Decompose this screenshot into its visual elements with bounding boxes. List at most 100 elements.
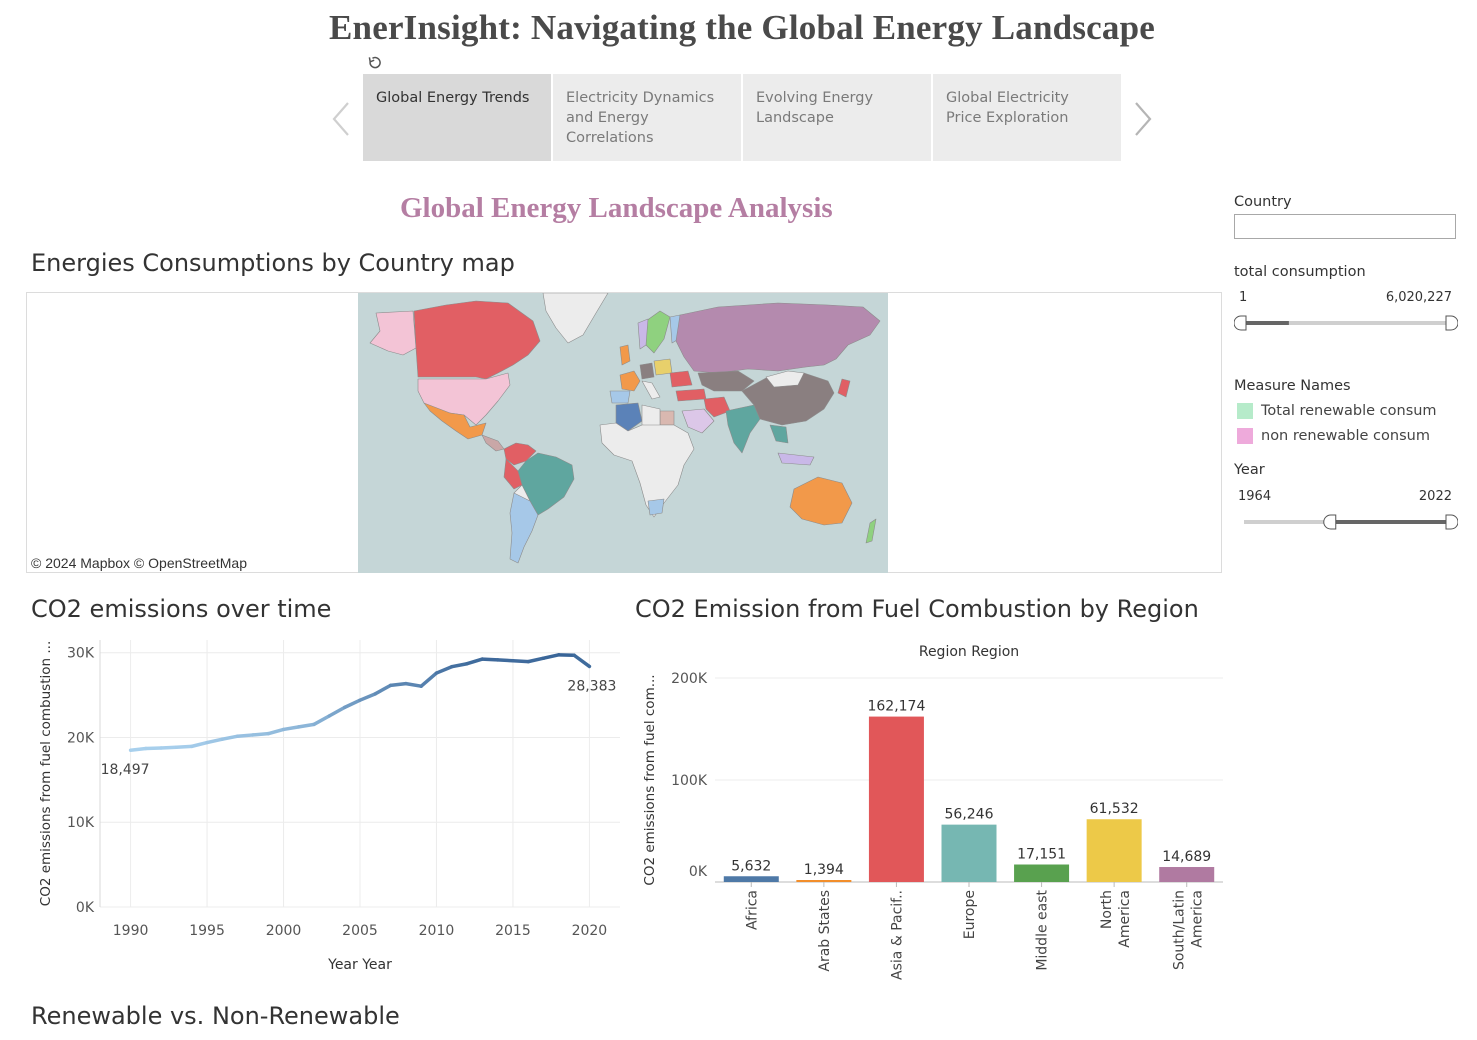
x-axis-title: Year Year [327,957,392,973]
line-segment[interactable] [465,657,485,666]
country-iran[interactable] [703,396,731,418]
line-segment[interactable] [174,744,194,749]
country-eastern-europe[interactable] [669,370,693,388]
country-alaska[interactable] [369,310,417,356]
line-segment[interactable] [190,740,209,749]
country-africa[interactable] [599,422,695,518]
story-tab-electricity-dynamics[interactable]: Electricity Dynamics and Energy Correlat… [553,74,741,161]
slider-handle-low[interactable] [1323,514,1337,530]
x-tick-label: 2005 [342,923,378,939]
line-segment[interactable] [419,671,439,688]
story-tab-evolving-energy[interactable]: Evolving Energy Landscape [743,74,931,161]
line-segment[interactable] [434,664,454,675]
line-segment[interactable] [144,746,163,751]
world-map[interactable] [358,293,888,573]
country-uk[interactable] [619,344,631,366]
country-se-asia[interactable] [769,424,789,444]
country-poland[interactable] [653,358,673,376]
slider-handle-low[interactable] [1234,315,1247,331]
country-france[interactable] [619,370,641,392]
y-tick-label: 0K [689,864,708,880]
bar[interactable] [941,824,997,882]
line-segment[interactable] [342,698,362,710]
x-tick-label: 2015 [495,923,531,939]
country-argentina[interactable] [509,492,539,564]
line-segment[interactable] [541,653,561,660]
line-segment[interactable] [266,727,286,736]
measure-names-label: Measure Names [1234,378,1351,394]
line-segment[interactable] [404,681,423,688]
line-segment[interactable] [327,705,347,718]
bar[interactable] [1086,819,1142,882]
country-filter-input[interactable] [1234,214,1456,239]
chevron-right-icon[interactable] [1130,100,1156,138]
line-segment[interactable] [526,656,546,664]
line-segment[interactable] [281,725,301,732]
line-segment[interactable] [480,657,500,662]
country-new-zealand[interactable] [865,518,877,544]
country-canada[interactable] [413,300,541,380]
bar[interactable] [796,880,852,882]
country-mongolia[interactable] [765,370,805,388]
story-tab-electricity-price[interactable]: Global Electricity Price Exploration [933,74,1121,161]
line-segment[interactable] [495,658,515,663]
co2-region-bar-chart[interactable]: Region Region 0K 100K 200K CO2 emissions fro… [635,632,1235,982]
story-tab-label: Global Electricity Price Exploration [946,90,1069,126]
line-segment[interactable] [220,734,240,741]
country-norway[interactable] [637,318,649,350]
line-segment[interactable] [235,733,255,738]
country-australia[interactable] [789,476,853,526]
data-label-end: 28,383 [567,678,616,694]
x-tick-label: Middle east [1035,889,1051,970]
bar[interactable] [1159,867,1215,882]
legend-swatch-renewable [1237,403,1253,419]
story-tab-global-energy-trends[interactable]: Global Energy Trends [363,74,551,161]
country-central-america[interactable] [481,434,505,452]
slider-handle-high[interactable] [1445,315,1458,331]
country-italy[interactable] [641,380,661,400]
bar[interactable] [723,876,779,882]
country-spain[interactable] [609,390,631,404]
country-japan[interactable] [837,378,851,398]
line-segment[interactable] [312,714,332,727]
line-segment[interactable] [511,659,530,664]
country-algeria[interactable] [615,402,643,432]
consumption-range-slider[interactable] [1234,312,1458,334]
line-segment[interactable] [205,737,225,745]
co2-line-chart[interactable]: 1990 1995 2000 2005 2010 2015 2020 0K 10K 20K 30K Y… [30,632,625,977]
revert-icon[interactable] [366,54,384,72]
bar[interactable] [868,716,924,882]
country-germany[interactable] [639,362,655,380]
country-greenland[interactable] [542,293,609,344]
bar-value-label: 162,174 [867,699,925,715]
country-russia[interactable] [675,302,881,374]
legend-label-non-renewable[interactable]: non renewable consum [1261,428,1430,444]
line-segment[interactable] [358,692,378,702]
story-tab-label: Evolving Energy Landscape [756,90,874,126]
bar-value-label: 56,246 [945,807,994,823]
line-segment[interactable] [297,722,316,729]
country-egypt[interactable] [659,410,675,426]
country-peru[interactable] [503,458,523,490]
line-segment[interactable] [388,681,408,688]
year-range-slider[interactable] [1234,511,1458,533]
chevron-left-icon[interactable] [328,100,354,138]
country-south-africa[interactable] [647,498,665,516]
bar[interactable] [1014,864,1070,882]
country-indonesia[interactable] [777,452,815,466]
story-tab-label: Global Energy Trends [376,90,530,106]
legend-label-renewable[interactable]: Total renewable consum [1261,403,1437,419]
slider-handle-high[interactable] [1445,514,1458,530]
line-segment[interactable] [251,731,270,737]
line-segment[interactable] [128,746,148,752]
y-tick-label: 30K [67,646,95,662]
country-turkey[interactable] [675,388,707,402]
country-saudi[interactable] [681,408,715,434]
co2-time-title: CO2 emissions over time [31,595,332,623]
line-segment[interactable] [572,653,592,669]
country-libya[interactable] [641,404,661,428]
line-segment[interactable] [159,745,179,750]
line-segment[interactable] [450,661,469,669]
line-segment[interactable] [373,683,393,696]
x-tick-label: 1995 [189,923,225,939]
